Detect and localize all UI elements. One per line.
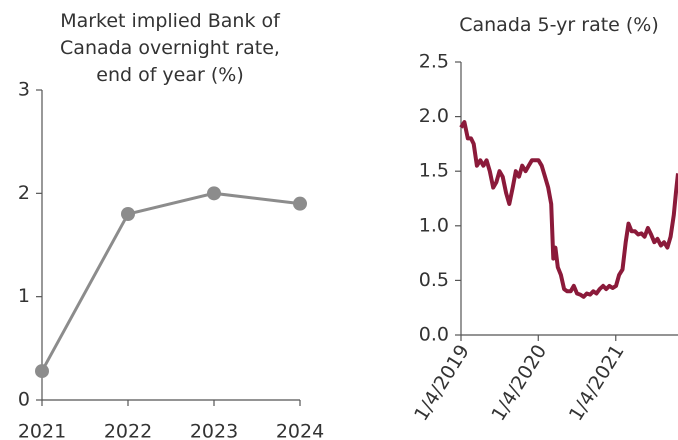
y-tick-label: 2 bbox=[18, 182, 30, 204]
x-tick-label: 2024 bbox=[276, 421, 324, 440]
x-tick-label: 2021 bbox=[18, 421, 66, 440]
chart-title: Market implied Bank of Canada overnight … bbox=[60, 10, 280, 86]
y-tick-label: 1.5 bbox=[419, 160, 449, 182]
y-tick-label: 0.5 bbox=[419, 269, 449, 291]
x-tick-label: 1/4/2019 bbox=[410, 341, 474, 425]
x-tick-label: 1/4/2021 bbox=[565, 341, 629, 425]
chart-title: Canada 5-yr rate (%) bbox=[459, 14, 659, 36]
y-tick-label: 3 bbox=[18, 79, 30, 101]
x-tick-label: 1/4/2020 bbox=[487, 341, 551, 425]
line bbox=[459, 120, 678, 299]
y-tick-label: 2.5 bbox=[419, 51, 449, 73]
marker bbox=[121, 207, 135, 221]
y-tick-label: 1.0 bbox=[419, 214, 449, 236]
y-tick-label: 0 bbox=[18, 389, 30, 411]
x-tick-label: 2023 bbox=[190, 421, 238, 440]
marker bbox=[293, 196, 307, 211]
marker bbox=[35, 364, 49, 379]
marker bbox=[207, 186, 221, 201]
y-tick-label: 2.0 bbox=[419, 105, 449, 127]
line bbox=[40, 191, 301, 372]
y-tick-label: 1 bbox=[18, 285, 30, 307]
y-tick-label: 0.0 bbox=[419, 324, 449, 346]
x-tick-label: 2022 bbox=[104, 421, 152, 440]
